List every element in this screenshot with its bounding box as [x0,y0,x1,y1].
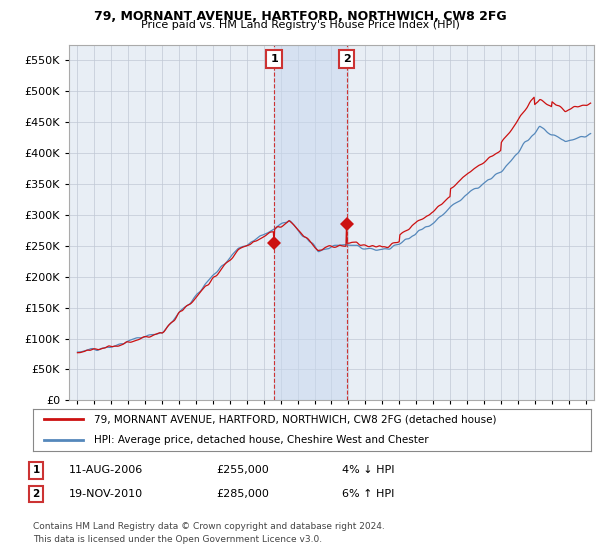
Text: Contains HM Land Registry data © Crown copyright and database right 2024.: Contains HM Land Registry data © Crown c… [33,522,385,531]
Text: 2: 2 [343,54,350,64]
Text: Price paid vs. HM Land Registry's House Price Index (HPI): Price paid vs. HM Land Registry's House … [140,20,460,30]
Text: £285,000: £285,000 [216,489,269,499]
Text: £255,000: £255,000 [216,465,269,475]
Text: 1: 1 [32,465,40,475]
Text: 79, MORNANT AVENUE, HARTFORD, NORTHWICH, CW8 2FG: 79, MORNANT AVENUE, HARTFORD, NORTHWICH,… [94,10,506,23]
Text: 6% ↑ HPI: 6% ↑ HPI [342,489,394,499]
Text: HPI: Average price, detached house, Cheshire West and Chester: HPI: Average price, detached house, Ches… [94,435,429,445]
Text: 1: 1 [270,54,278,64]
Text: 79, MORNANT AVENUE, HARTFORD, NORTHWICH, CW8 2FG (detached house): 79, MORNANT AVENUE, HARTFORD, NORTHWICH,… [94,414,497,424]
Text: 19-NOV-2010: 19-NOV-2010 [69,489,143,499]
Text: 4% ↓ HPI: 4% ↓ HPI [342,465,395,475]
Text: 2: 2 [32,489,40,499]
Text: 11-AUG-2006: 11-AUG-2006 [69,465,143,475]
Bar [274,45,347,400]
Text: This data is licensed under the Open Government Licence v3.0.: This data is licensed under the Open Gov… [33,535,322,544]
